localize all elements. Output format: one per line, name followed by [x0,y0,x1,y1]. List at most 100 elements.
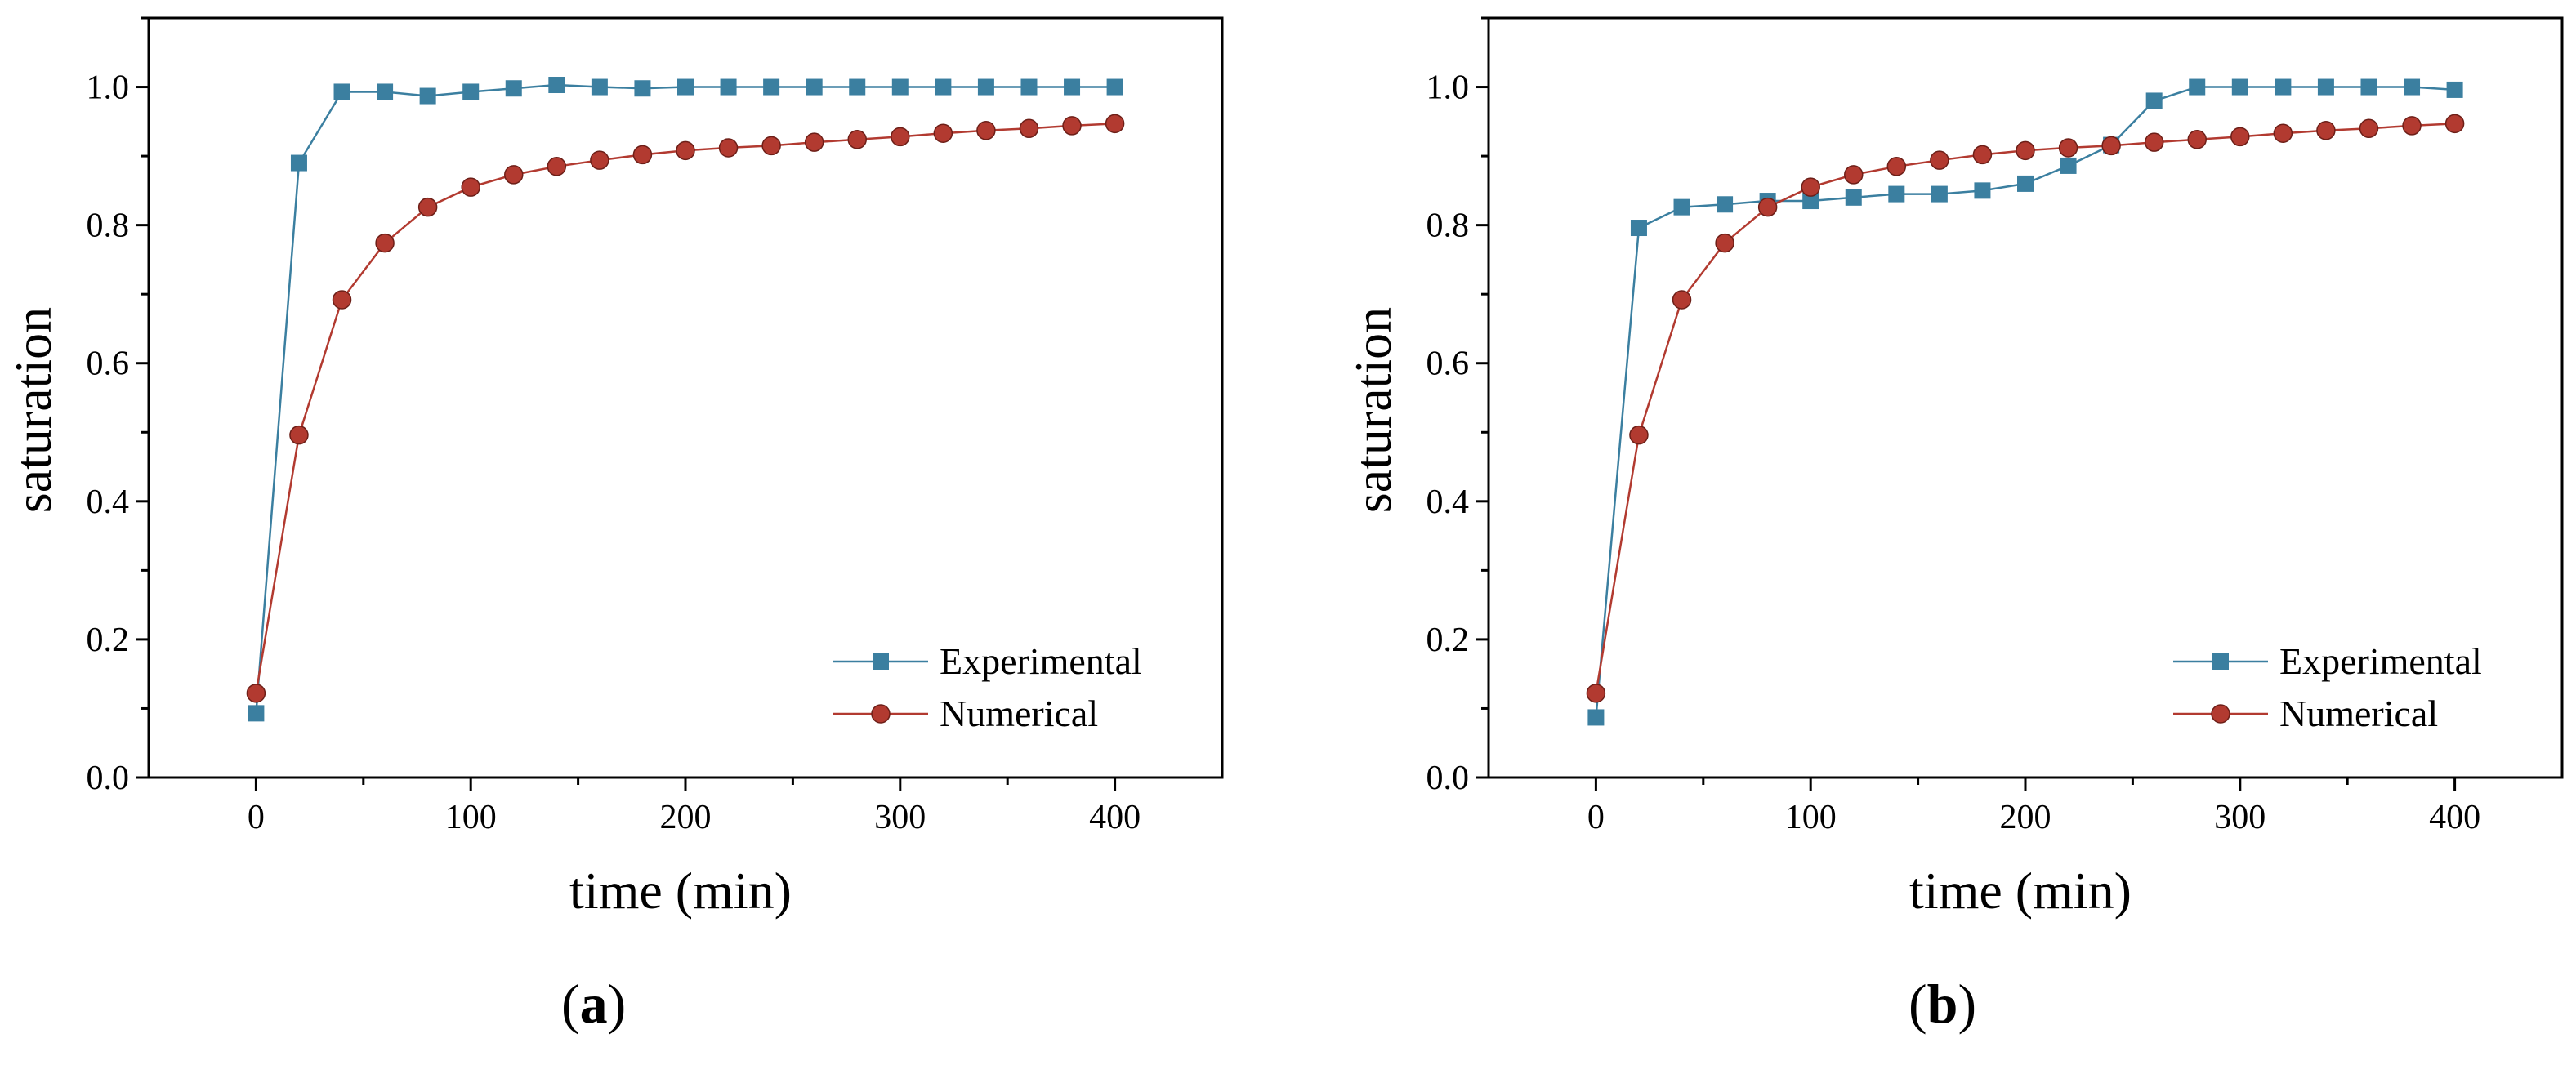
y-tick-label: 0.4 [87,483,130,521]
experimental-data-point [1717,196,1734,213]
numerical-data-point [246,684,266,703]
y-tick-label: 0.8 [1426,207,1470,245]
numerical-data-point [289,425,309,445]
numerical-data-point [332,290,352,310]
numerical-data-point [1886,157,1907,176]
experimental-data-point [548,77,565,94]
panel-label-a-letter: a [579,973,608,1035]
experimental-data-point [1974,182,1991,199]
numerical-data-point [375,233,395,253]
experimental-data-point [248,705,265,722]
numerical-data-point [2230,127,2250,147]
numerical-data-point [2273,123,2293,143]
experimental-data-point [290,154,307,172]
numerical-data-point [1801,177,1820,197]
y-tick-label: 0.2 [1426,622,1470,659]
experimental-data-point [634,80,651,97]
y-tick-label: 1.0 [87,69,130,107]
panel-label-b: (b) [1909,972,1976,1036]
x-tick-label: 0 [1587,799,1605,836]
numerical-data-point [2101,136,2121,156]
y-tick-label: 1.0 [1426,69,1470,107]
chart-panel-a: 0 100 200 300 400 0.0 0.2 0.4 0.6 0.8 1.0 time (min… [4,16,1224,920]
panel-label-b-close: ) [1958,973,1977,1035]
experimental-data-point [377,83,394,100]
experimental-data-point [2189,78,2206,96]
panel-label-a-open: ( [561,973,580,1035]
experimental-data-point [763,78,780,96]
numerical-data-point [2402,116,2422,136]
experimental-data-point [806,78,823,96]
panel-label-a: (a) [561,972,626,1036]
y-tick-label: 0.4 [1426,483,1470,521]
experimental-data-point [2404,78,2421,96]
numerical-data-point [1019,118,1039,139]
experimental-data-point [1020,78,1038,96]
y-tick-label: 0.0 [1426,760,1470,797]
experimental-data-point [677,78,694,96]
legend-experimental-label: Experimental [2279,640,2482,682]
y-tick-label: 0.6 [1426,345,1470,383]
numerical-data-point [1672,290,1692,310]
y-axis-label: saturation [1344,307,1402,513]
numerical-data-point [2144,132,2164,152]
legend-experimental-label: Experimental [940,640,1142,682]
numerical-data-point [1586,684,1606,703]
experimental-data-point [2275,78,2292,96]
x-tick-label: 400 [1089,799,1141,836]
chart-panel-b: 0 100 200 300 400 0.0 0.2 0.4 0.6 0.8 1.0 time (min… [1344,16,2564,920]
numerical-data-point [1062,116,1082,136]
legend-experimental-marker [2212,653,2229,670]
numerical-data-point [2187,130,2207,149]
experimental-data-point [1630,220,1647,237]
numerical-data-point [1972,145,1993,165]
numerical-data-point [847,130,867,149]
numerical-data-point [2359,118,2379,139]
legend-numerical-marker [871,704,891,724]
experimental-data-point [1888,185,1905,203]
y-tick-label: 0.6 [87,345,130,383]
numerical-data-point [590,150,609,170]
experimental-data-point [2231,78,2248,96]
x-axis-label: time (min) [1909,862,2132,920]
numerical-data-point [2058,138,2078,158]
numerical-data-point [676,140,695,161]
experimental-data-point [1064,78,1081,96]
y-axis-label: saturation [4,307,62,513]
numerical-data-point [1715,233,1734,253]
experimental-data-point [2060,157,2077,174]
experimental-data-point [2317,78,2334,96]
x-tick-label: 100 [445,799,497,836]
numerical-data-point [1105,114,1125,134]
experimental-data-point [1845,189,1862,206]
experimental-data-point [419,87,436,105]
experimental-series-line [255,83,1115,714]
experimental-data-point [720,78,737,96]
numerical-data-point [761,136,781,156]
experimental-data-point [2017,175,2034,192]
numerical-data-point [804,132,824,152]
experimental-data-point [1673,198,1690,216]
numerical-data-point [1757,197,1778,217]
x-tick-label: 100 [1785,799,1837,836]
experimental-data-point [935,78,952,96]
numerical-data-point [2316,121,2336,140]
legend-numerical-marker [2211,704,2230,724]
numerical-data-point [417,197,438,217]
numerical-data-point [461,177,480,197]
experimental-data-point [1802,193,1819,210]
numerical-data-point [718,138,739,158]
legend-numerical-label: Numerical [940,693,1098,734]
experimental-data-point [1931,185,1948,203]
experimental-data-point [2145,92,2163,109]
numerical-series-line [255,123,1115,694]
x-tick-label: 300 [874,799,926,836]
experimental-data-point [849,78,866,96]
y-tick-label: 0.2 [87,622,130,659]
x-axis-label: time (min) [569,862,792,920]
experimental-data-point [2446,81,2463,98]
x-tick-label: 200 [660,799,712,836]
numerical-data-point [547,157,567,176]
x-tick-label: 400 [2429,799,2480,836]
